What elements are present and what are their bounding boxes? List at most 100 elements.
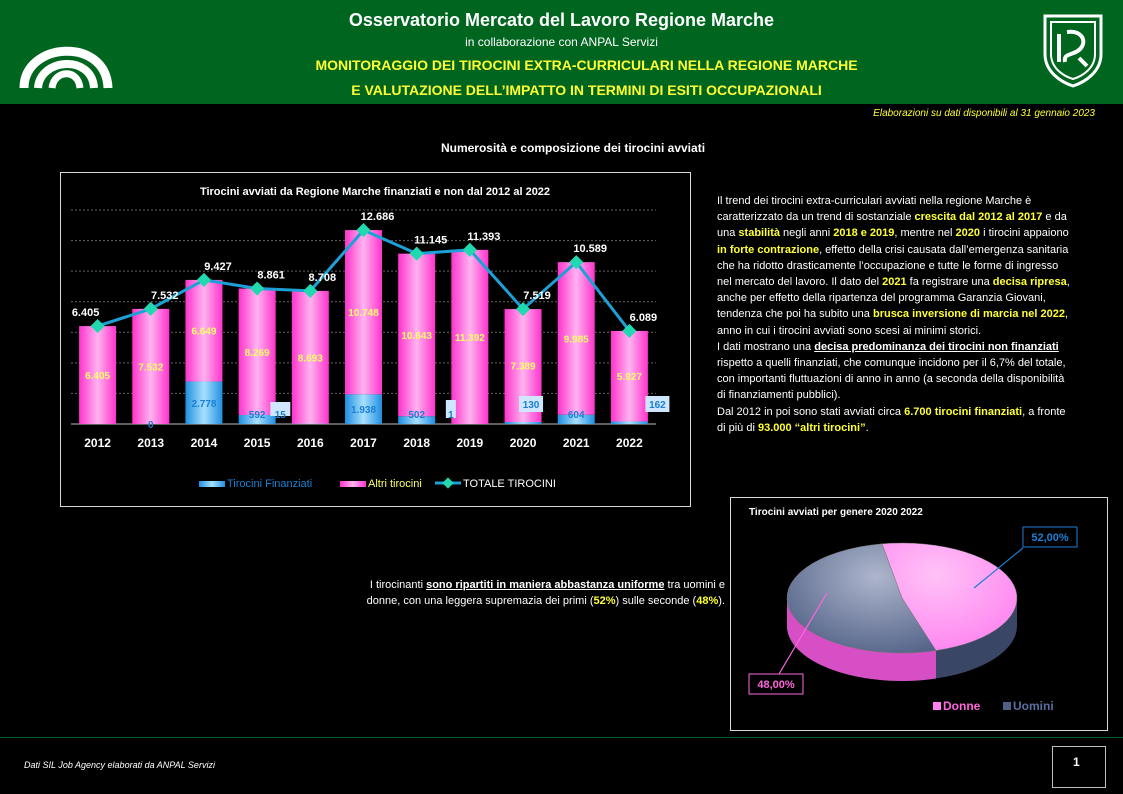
total-marker: [409, 246, 424, 261]
total-marker: [462, 242, 477, 257]
pie-slice-uomini: [786, 543, 937, 654]
data-label-altri: 8.693: [298, 353, 323, 364]
x-tick-label: 2017: [350, 436, 377, 450]
legend-label-donne: Donne: [943, 699, 981, 713]
data-label-finanziati: 604: [568, 410, 585, 421]
data-label-total: 6.089: [630, 312, 658, 324]
x-tick-label: 2018: [403, 436, 430, 450]
header-banner: Osservatorio Mercato del Lavoro Regione …: [0, 0, 1123, 104]
leader-line-donne: [778, 592, 828, 675]
data-label-altri: 6.649: [191, 327, 216, 338]
bar-tirocini-finanziati: [398, 416, 436, 424]
data-label-finanziati: 1: [448, 410, 454, 421]
total-marker: [143, 301, 158, 316]
trend-paragraph: Il trend dei tirocini extra-curriculari …: [717, 195, 1070, 337]
trend-description: Il trend dei tirocini extra-curriculari …: [717, 193, 1072, 436]
x-tick-label: 2015: [244, 436, 271, 450]
data-label-finanziati: 502: [408, 410, 425, 421]
monitoring-title-line2: E VALUTAZIONE DELL’IMPATTO IN TERMINI DI…: [351, 82, 822, 98]
bar-altri-tirocini: [291, 290, 329, 424]
totals-paragraph: Dal 2012 in poi sono stati avviati circa…: [717, 405, 1066, 434]
bar-altri-tirocini: [451, 249, 489, 424]
bar-tirocini-finanziati: [185, 381, 223, 424]
data-label-finanziati: 592: [249, 410, 266, 421]
legend-label-uomini: Uomini: [1013, 699, 1054, 713]
data-label-finanziati: 0: [148, 420, 154, 431]
leader-line-uomini: [973, 547, 1024, 589]
gender-chart-frame: Tirocini avviati per genere 2020 2022 52,…: [730, 497, 1108, 731]
bar-altri-tirocini: [238, 288, 276, 415]
pie-title: Tirocini avviati per genere 2020 2022: [749, 507, 923, 518]
data-label-altri: 8.269: [245, 348, 270, 359]
trainees-combo-chart: Tirocini avviati da Regione Marche finan…: [71, 186, 670, 490]
bar-tirocini-finanziati: [557, 414, 595, 424]
bar-tirocini-finanziati: [504, 422, 542, 424]
footer-source: Dati SIL Job Agency elaborati da ANPAL S…: [24, 760, 215, 770]
data-label-total: 8.861: [257, 270, 285, 282]
x-tick-label: 2013: [137, 436, 164, 450]
data-label-finanziati: 130: [523, 400, 540, 411]
trainees-chart-frame: Tirocini avviati da Regione Marche finan…: [60, 172, 691, 507]
data-label-total: 10.589: [573, 243, 607, 255]
legend-swatch-donne: [933, 702, 941, 710]
legend-swatch-altri: [340, 481, 366, 487]
bar-tirocini-finanziati: [610, 421, 648, 424]
total-marker: [90, 319, 105, 334]
bar-tirocini-finanziati: [345, 394, 382, 424]
monitoring-title-line1: MONITORAGGIO DEI TIROCINI EXTRA-CURRICUL…: [315, 57, 858, 73]
data-label-finanziati: 15: [275, 410, 287, 421]
page-number-box: [1052, 746, 1106, 788]
x-tick-label: 2020: [510, 436, 537, 450]
x-tick-label: 2022: [616, 436, 643, 450]
x-tick-label: 2012: [84, 436, 111, 450]
data-label-total: 8.708: [309, 272, 337, 284]
data-label-total: 7.532: [151, 290, 179, 302]
x-tick-label: 2021: [563, 436, 590, 450]
data-label-altri: 5.927: [617, 372, 642, 383]
total-marker: [356, 223, 371, 238]
total-marker: [303, 283, 318, 298]
data-label-total: 6.405: [72, 307, 100, 319]
footer-divider: [0, 737, 1123, 738]
data-label-total: 11.393: [467, 231, 500, 243]
data-label-altri: 9.985: [564, 334, 589, 345]
bar-altri-tirocini: [185, 279, 223, 382]
data-label-altri: 7.532: [138, 362, 163, 373]
data-label-altri: 10.643: [401, 331, 432, 342]
observatory-logo-icon: [19, 46, 113, 89]
label-box: [645, 396, 670, 412]
legend-swatch-uomini: [1003, 702, 1011, 710]
data-label-altri: 7.389: [511, 362, 536, 373]
label-box: [445, 400, 456, 418]
label-box: [270, 402, 291, 416]
regione-marche-shield-icon: [1043, 14, 1103, 88]
bar-tirocini-finanziati: [238, 414, 276, 424]
label-box-donne: [748, 673, 804, 695]
pie-side-donne: [787, 598, 937, 681]
x-tick-label: 2016: [297, 436, 324, 450]
page-number: 1: [1073, 755, 1080, 769]
bar-altri-tirocini: [557, 262, 595, 415]
data-label-finanziati: 162: [649, 400, 666, 411]
data-label-finanziati: 1.938: [351, 405, 376, 416]
legend-swatch-total-marker: [442, 477, 454, 489]
chart-title: Tirocini avviati da Regione Marche finan…: [200, 186, 550, 198]
bar-altri-tirocini: [132, 308, 170, 424]
legend-swatch-finanziati: [199, 481, 225, 487]
composition-paragraph: I dati mostrano una decisa predominanza …: [717, 340, 1066, 402]
data-label-total: 12.686: [361, 211, 395, 223]
data-label-uomini: 52,00%: [1031, 532, 1069, 544]
total-marker: [622, 323, 637, 338]
bar-altri-tirocini: [79, 326, 117, 424]
data-label-total: 7.519: [523, 290, 551, 302]
bar-altri-tirocini: [398, 253, 436, 417]
data-label-donne: 48,00%: [757, 679, 795, 691]
gender-pie-chart: Tirocini avviati per genere 2020 2022 52,…: [748, 507, 1078, 713]
page-title: Osservatorio Mercato del Lavoro Regione …: [348, 10, 775, 30]
bar-altri-tirocini: [610, 330, 648, 422]
x-tick-label: 2014: [191, 436, 218, 450]
data-label-total: 11.145: [414, 235, 447, 247]
legend-label-total: TOTALE TIROCINI: [463, 478, 556, 490]
data-label-altri: 11.392: [455, 333, 485, 344]
section-title: Numerosità e composizione dei tirocini a…: [440, 141, 706, 155]
